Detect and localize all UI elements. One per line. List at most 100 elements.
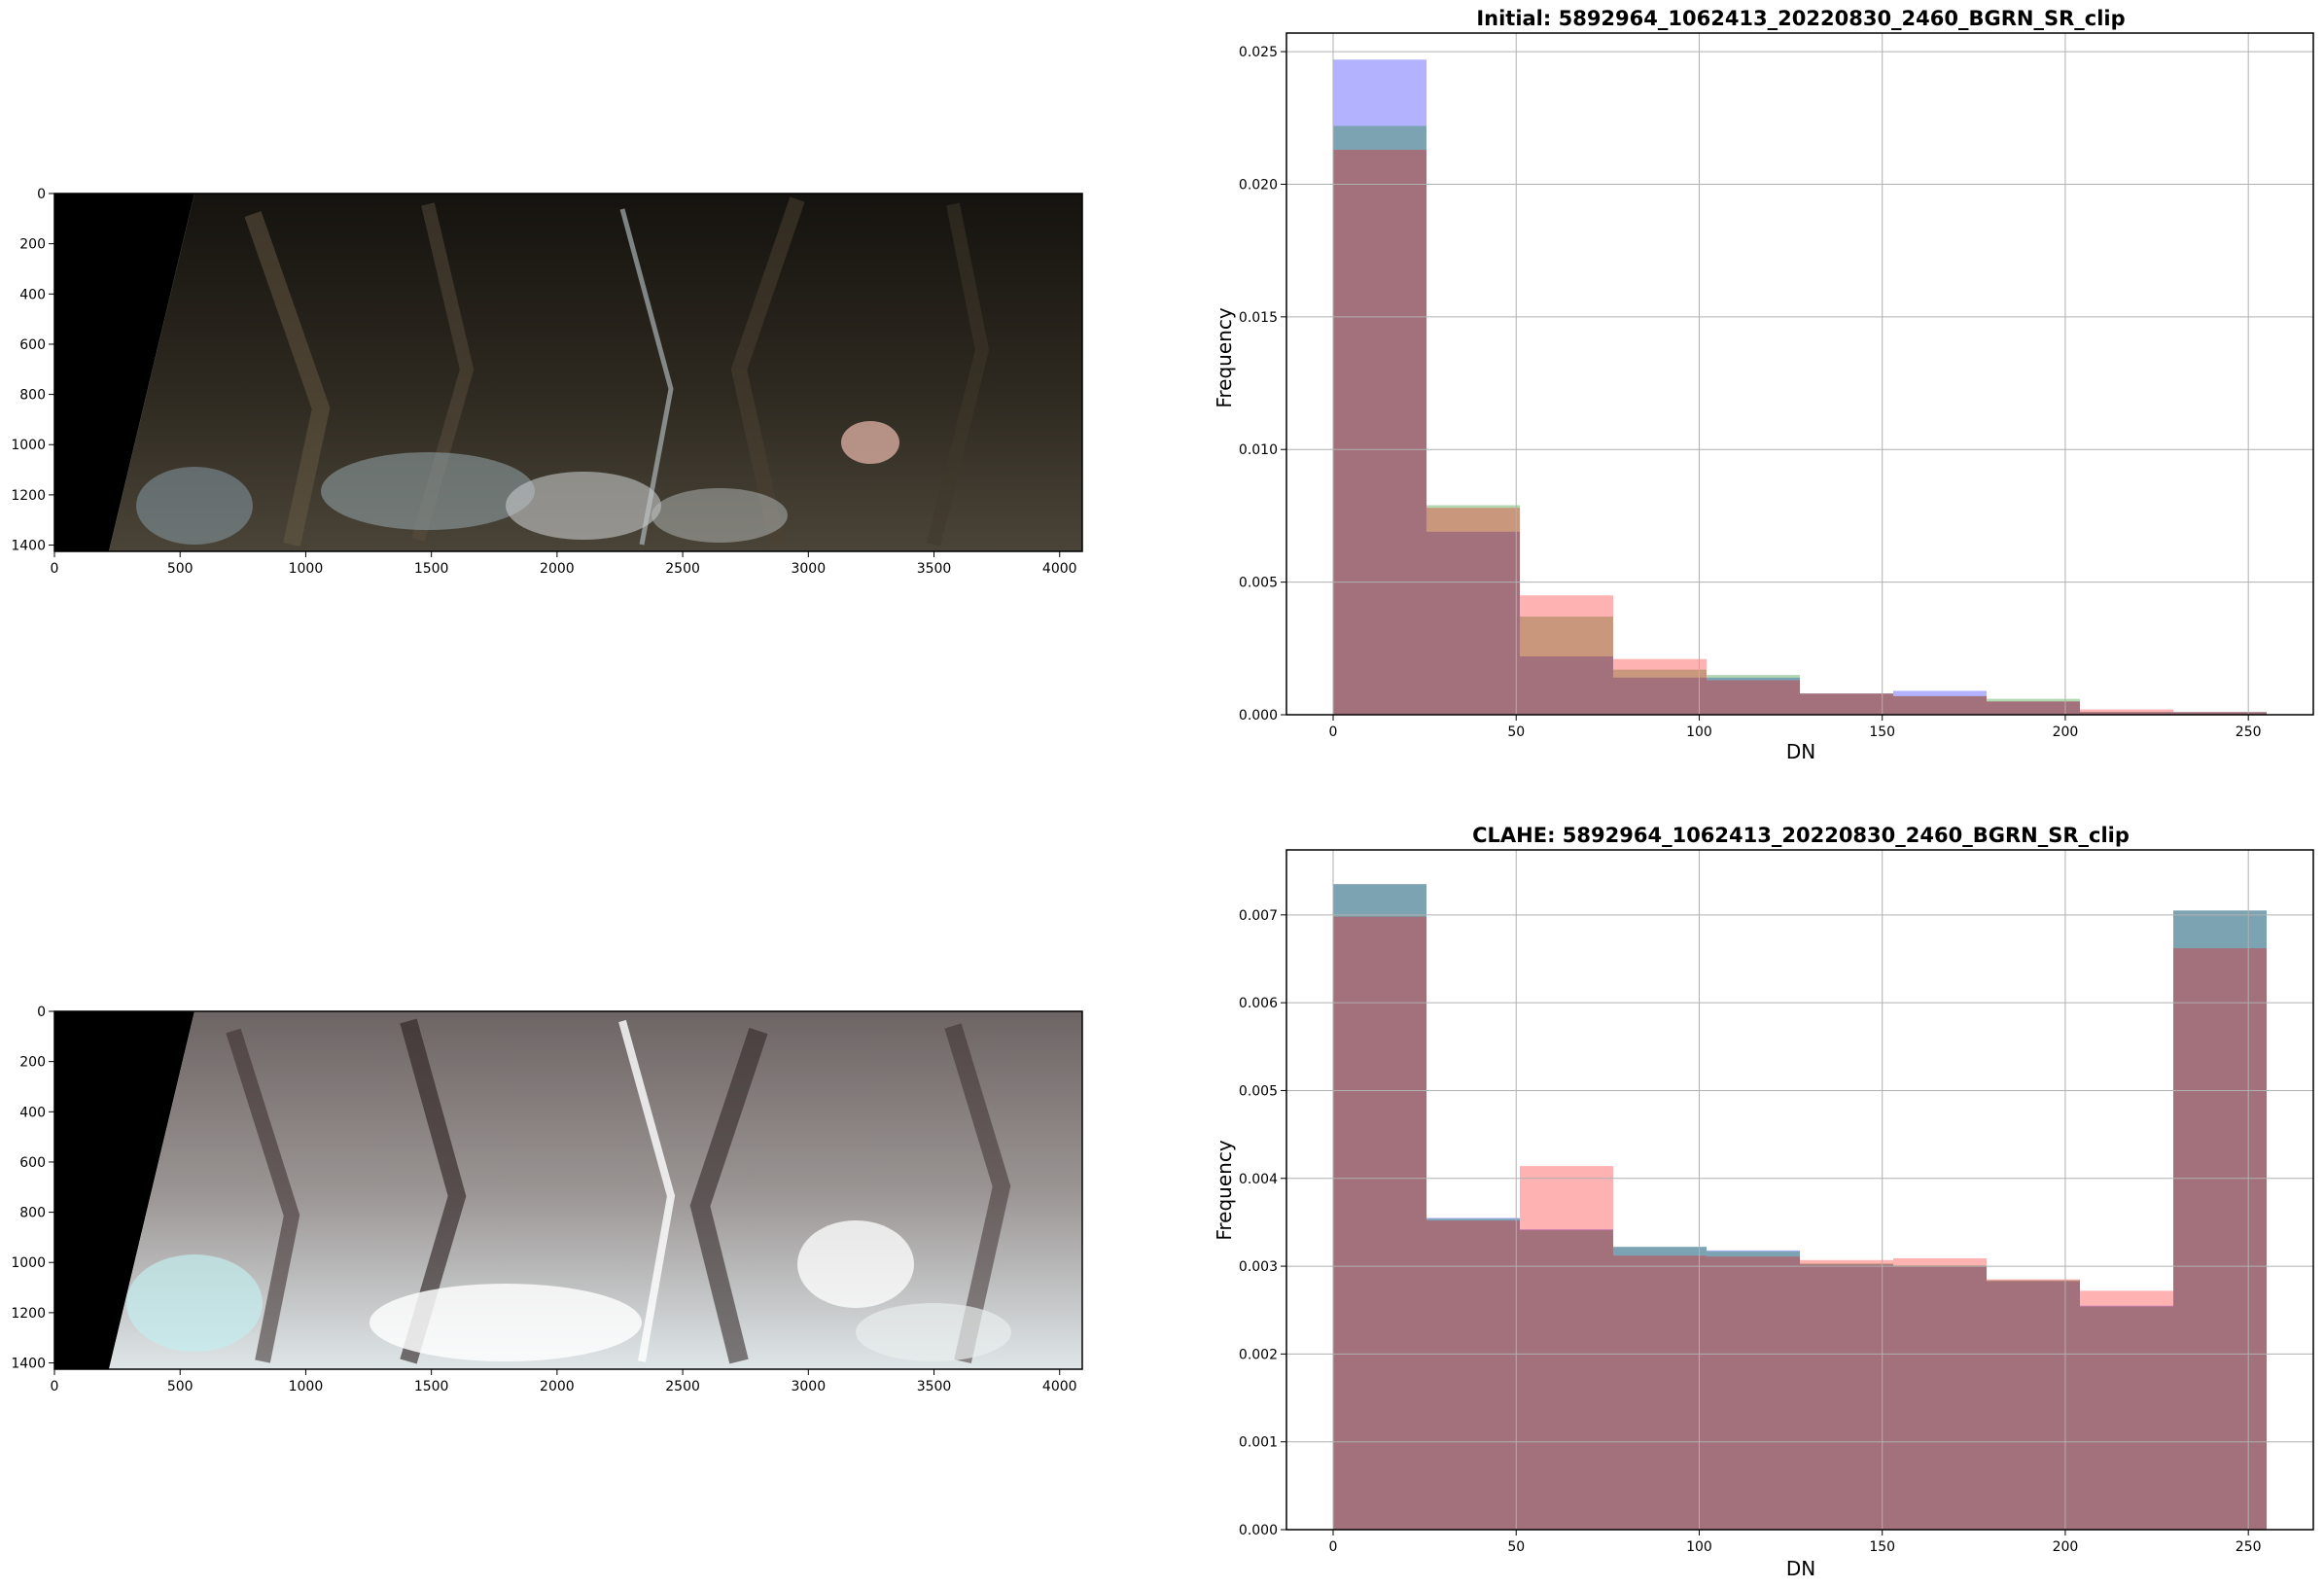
axes-frame — [1285, 32, 2314, 716]
histogram-bar — [1987, 1279, 2080, 1530]
x-tick-label: 1000 — [289, 1379, 324, 1394]
histogram-bar — [1987, 701, 2080, 715]
histogram-bar — [2080, 1290, 2173, 1530]
x-tick-label: 1500 — [414, 1379, 449, 1394]
histogram-bar — [1800, 693, 1893, 715]
histogram-bar — [1707, 1250, 1800, 1530]
x-tick-label: 150 — [1869, 724, 1895, 740]
histogram-bar — [2080, 1305, 2173, 1530]
histogram-bar — [1333, 916, 1426, 1530]
x-tick-label: 3500 — [917, 561, 952, 577]
y-tick-label: 400 — [19, 1105, 46, 1120]
y-tick-label: 1200 — [11, 1306, 46, 1322]
x-tick-label: 250 — [2236, 1539, 2262, 1555]
histogram-bar — [2173, 910, 2267, 1530]
x-tick-label: 200 — [2053, 1539, 2079, 1555]
y-tick-label: 0.020 — [1239, 177, 1278, 193]
image-panel-clahe — [54, 1011, 1082, 1369]
histogram-bar — [1333, 884, 1426, 1530]
x-tick-label: 2000 — [540, 561, 575, 577]
axes-frame — [1285, 849, 2314, 1531]
x-axis-label: DN — [1786, 1557, 1815, 1580]
x-tick-label: 4000 — [1042, 1379, 1077, 1394]
histogram-bar — [1893, 695, 1987, 715]
x-tick-label: 4000 — [1042, 561, 1077, 577]
histogram-bar — [1613, 658, 1707, 715]
x-tick-label: 0 — [51, 561, 59, 577]
histogram-bar — [1426, 505, 1520, 715]
histogram-bar — [1426, 1217, 1520, 1530]
x-tick-label: 500 — [167, 561, 194, 577]
histogram-bar — [1426, 1218, 1520, 1530]
histogram-bar — [2080, 1306, 2173, 1530]
y-axis-label: Frequency — [1213, 307, 1236, 407]
nodata-region — [54, 194, 194, 551]
satellite-image-initial — [109, 194, 1082, 551]
axes-frame — [53, 1010, 1083, 1370]
x-tick-label: 3000 — [791, 1379, 826, 1394]
x-tick-label: 0 — [1329, 724, 1338, 740]
y-tick-label: 0.004 — [1239, 1172, 1278, 1187]
histogram-bar — [1613, 1247, 1707, 1530]
x-tick-label: 100 — [1686, 1539, 1712, 1555]
histogram-bar — [1800, 693, 1893, 715]
histogram-bar — [1800, 1263, 1893, 1530]
histogram-bar — [1893, 1265, 1987, 1530]
y-tick-label: 200 — [19, 1055, 46, 1071]
y-tick-label: 0.001 — [1239, 1435, 1278, 1451]
chart-title: Initial: 5892964_1062413_20220830_2460_B… — [1476, 7, 2125, 30]
x-tick-label: 0 — [51, 1379, 59, 1394]
histogram-bar — [1520, 595, 1613, 715]
histogram-bar — [1893, 695, 1987, 715]
histogram-bar — [1800, 1264, 1893, 1530]
histogram-bar — [1707, 675, 1800, 715]
y-tick-label: 0.002 — [1239, 1347, 1278, 1362]
x-tick-label: 2500 — [665, 561, 700, 577]
y-tick-label: 0.010 — [1239, 442, 1278, 458]
nodata-region — [54, 1011, 194, 1369]
x-tick-label: 50 — [1507, 724, 1525, 740]
y-tick-label: 600 — [19, 1155, 46, 1171]
histogram-bar — [1613, 1247, 1707, 1530]
histogram-bar — [1426, 531, 1520, 715]
image-panel-initial — [54, 194, 1082, 551]
y-tick-label: 600 — [19, 337, 46, 353]
y-tick-label: 1400 — [11, 1357, 46, 1372]
plot-area — [1286, 33, 2313, 715]
x-tick-label: 500 — [167, 1379, 194, 1394]
histogram-bar — [1893, 1257, 1987, 1530]
x-tick-label: 1500 — [414, 561, 449, 577]
histogram-bar — [1987, 698, 2080, 715]
x-tick-label: 2000 — [540, 1379, 575, 1394]
histogram-bar — [1987, 1281, 2080, 1530]
y-tick-label: 0.000 — [1239, 1523, 1278, 1538]
histogram-bar — [1893, 1266, 1987, 1530]
y-tick-label: 0 — [37, 187, 46, 202]
x-tick-label: 3500 — [917, 1379, 952, 1394]
histogram-bar — [1333, 884, 1426, 1530]
histogram-bar — [1707, 1256, 1800, 1530]
histogram-bar — [2080, 712, 2173, 715]
y-tick-label: 1400 — [11, 539, 46, 554]
y-tick-label: 0.025 — [1239, 45, 1278, 60]
histogram-bar — [1426, 1220, 1520, 1530]
histogram-bar — [1893, 690, 1987, 715]
x-tick-label: 100 — [1686, 724, 1712, 740]
x-tick-label: 0 — [1329, 1539, 1338, 1555]
histogram-clahe: CLAHE: 5892964_1062413_20220830_2460_BGR… — [1213, 824, 2314, 1580]
histogram-bar — [2173, 712, 2267, 715]
y-tick-label: 0.015 — [1239, 310, 1278, 326]
histogram-bar — [1987, 1280, 2080, 1530]
chart-title: CLAHE: 5892964_1062413_20220830_2460_BGR… — [1472, 824, 2130, 847]
y-tick-label: 0.000 — [1239, 708, 1278, 723]
histogram-bar — [1707, 1251, 1800, 1530]
y-tick-label: 0.005 — [1239, 576, 1278, 591]
x-tick-label: 200 — [2053, 724, 2079, 740]
histogram-bar — [1520, 1229, 1613, 1530]
histogram-bar — [1520, 1230, 1613, 1530]
histogram-bar — [2173, 712, 2267, 715]
histogram-bar — [1520, 655, 1613, 715]
histogram-bar — [1333, 150, 1426, 715]
x-tick-label: 250 — [2236, 724, 2262, 740]
